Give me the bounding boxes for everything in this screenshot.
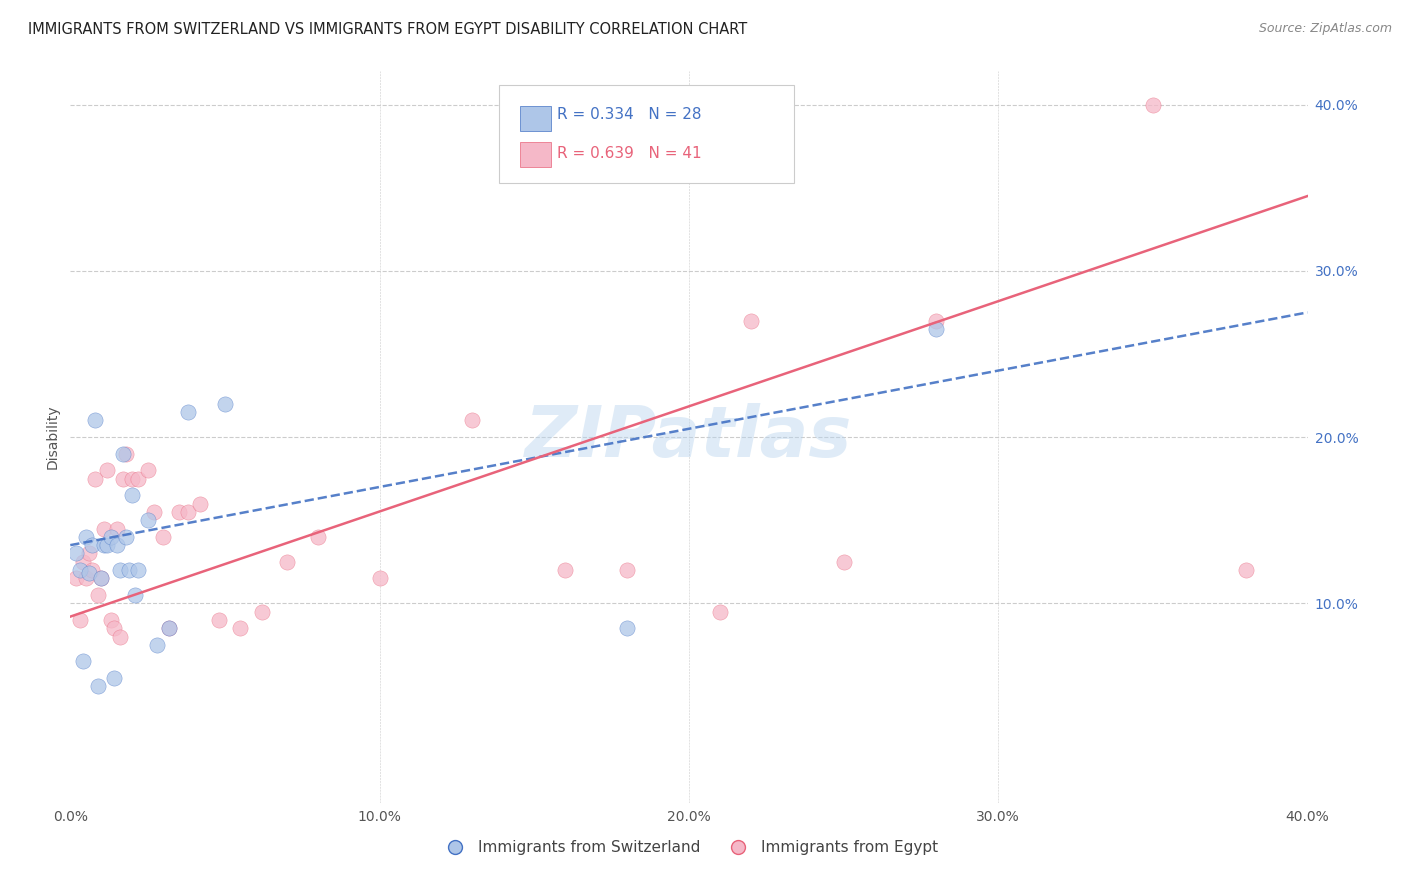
Point	[96, 463, 118, 477]
Point	[115, 530, 138, 544]
Point	[105, 521, 128, 535]
Point	[111, 447, 134, 461]
Point	[307, 530, 329, 544]
Point	[84, 472, 107, 486]
Point	[616, 563, 638, 577]
Point	[87, 680, 110, 694]
Point	[75, 530, 97, 544]
Text: ZIPatlas: ZIPatlas	[526, 402, 852, 472]
Point	[142, 505, 165, 519]
Point	[108, 563, 131, 577]
Point	[69, 613, 91, 627]
Point	[167, 505, 190, 519]
Point	[118, 563, 141, 577]
Point	[208, 613, 231, 627]
Point	[65, 546, 87, 560]
Y-axis label: Disability: Disability	[45, 405, 59, 469]
Point	[96, 538, 118, 552]
Point	[103, 671, 125, 685]
Point	[80, 563, 103, 577]
Point	[103, 621, 125, 635]
Text: IMMIGRANTS FROM SWITZERLAND VS IMMIGRANTS FROM EGYPT DISABILITY CORRELATION CHAR: IMMIGRANTS FROM SWITZERLAND VS IMMIGRANT…	[28, 22, 748, 37]
Point	[77, 546, 100, 560]
Point	[188, 497, 211, 511]
Point	[75, 571, 97, 585]
Text: Source: ZipAtlas.com: Source: ZipAtlas.com	[1258, 22, 1392, 36]
Point	[127, 472, 149, 486]
Point	[87, 588, 110, 602]
Point	[93, 538, 115, 552]
Point	[90, 571, 112, 585]
Text: R = 0.639   N = 41: R = 0.639 N = 41	[557, 146, 702, 161]
Point	[616, 621, 638, 635]
Point	[93, 521, 115, 535]
Point	[77, 566, 100, 581]
Point	[177, 405, 200, 419]
Text: R = 0.334   N = 28: R = 0.334 N = 28	[557, 107, 702, 121]
Point	[152, 530, 174, 544]
Point	[80, 538, 103, 552]
Point	[72, 555, 94, 569]
Point	[554, 563, 576, 577]
Point	[100, 530, 122, 544]
Point	[136, 513, 159, 527]
Point	[111, 472, 134, 486]
Point	[214, 397, 236, 411]
Point	[157, 621, 180, 635]
Point	[108, 630, 131, 644]
Point	[121, 472, 143, 486]
Point	[177, 505, 200, 519]
Point	[72, 655, 94, 669]
Point	[100, 613, 122, 627]
Point	[84, 413, 107, 427]
Point	[276, 555, 298, 569]
Point	[740, 314, 762, 328]
Point	[368, 571, 391, 585]
Point	[157, 621, 180, 635]
Point	[127, 563, 149, 577]
Point	[461, 413, 484, 427]
Point	[1234, 563, 1257, 577]
Point	[925, 322, 948, 336]
Point	[925, 314, 948, 328]
Point	[124, 588, 146, 602]
Point	[250, 605, 273, 619]
Point	[136, 463, 159, 477]
Point	[115, 447, 138, 461]
Point	[229, 621, 252, 635]
Point	[709, 605, 731, 619]
Point	[69, 563, 91, 577]
Point	[105, 538, 128, 552]
Legend: Immigrants from Switzerland, Immigrants from Egypt: Immigrants from Switzerland, Immigrants …	[433, 834, 945, 861]
Point	[832, 555, 855, 569]
Point	[121, 488, 143, 502]
Point	[65, 571, 87, 585]
Point	[146, 638, 169, 652]
Point	[90, 571, 112, 585]
Point	[1142, 97, 1164, 112]
